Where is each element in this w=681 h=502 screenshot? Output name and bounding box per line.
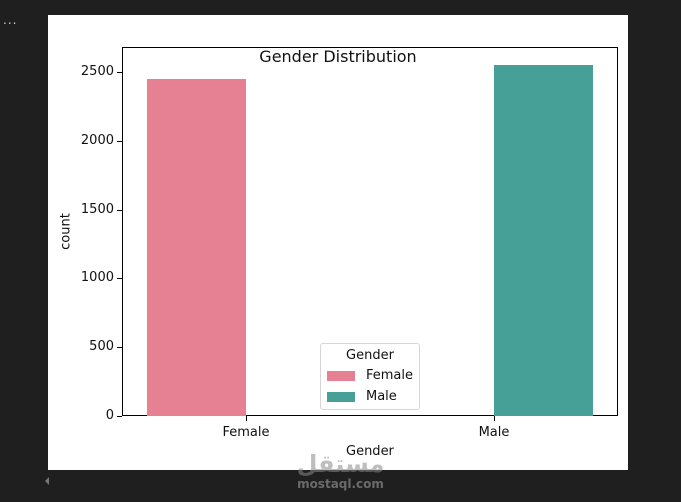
bar-male [494, 64, 593, 416]
y-tick-label: 500 [89, 339, 114, 355]
legend-title: Gender [346, 348, 394, 363]
legend-swatch-female [327, 370, 355, 381]
legend: Gender Female Male [320, 343, 420, 410]
legend-swatch-male [327, 391, 355, 402]
x-tick-label: Male [478, 425, 510, 440]
legend-label-female: Female [366, 368, 414, 383]
y-tick [117, 140, 122, 142]
legend-item-female: Female [327, 368, 413, 383]
y-axis-label: count [58, 213, 74, 250]
y-tick [117, 416, 122, 417]
bar-female [147, 79, 246, 416]
x-axis-label: Gender [346, 444, 394, 459]
y-tick-label: 0 [105, 408, 114, 423]
y-tick [117, 209, 122, 211]
more-options-icon[interactable]: ... [3, 13, 18, 27]
y-tick-label: 1000 [80, 270, 114, 286]
legend-item-male: Male [327, 389, 397, 404]
watermark-logo: مستقل [296, 450, 385, 478]
legend-label-male: Male [366, 389, 397, 404]
y-tick-label: 2500 [80, 64, 114, 79]
chart-title: Gender Distribution [259, 47, 417, 66]
y-tick-label: 1500 [80, 201, 114, 217]
scroll-left-icon[interactable] [45, 477, 49, 485]
y-tick [117, 278, 122, 280]
x-tick-label: Female [222, 425, 270, 440]
plot-area [122, 47, 618, 416]
watermark-url: mostaql.com [297, 477, 384, 491]
x-tick [246, 416, 247, 421]
y-tick [117, 347, 122, 349]
y-tick [117, 72, 122, 73]
y-tick-label: 2000 [80, 132, 114, 148]
x-tick [494, 416, 495, 421]
